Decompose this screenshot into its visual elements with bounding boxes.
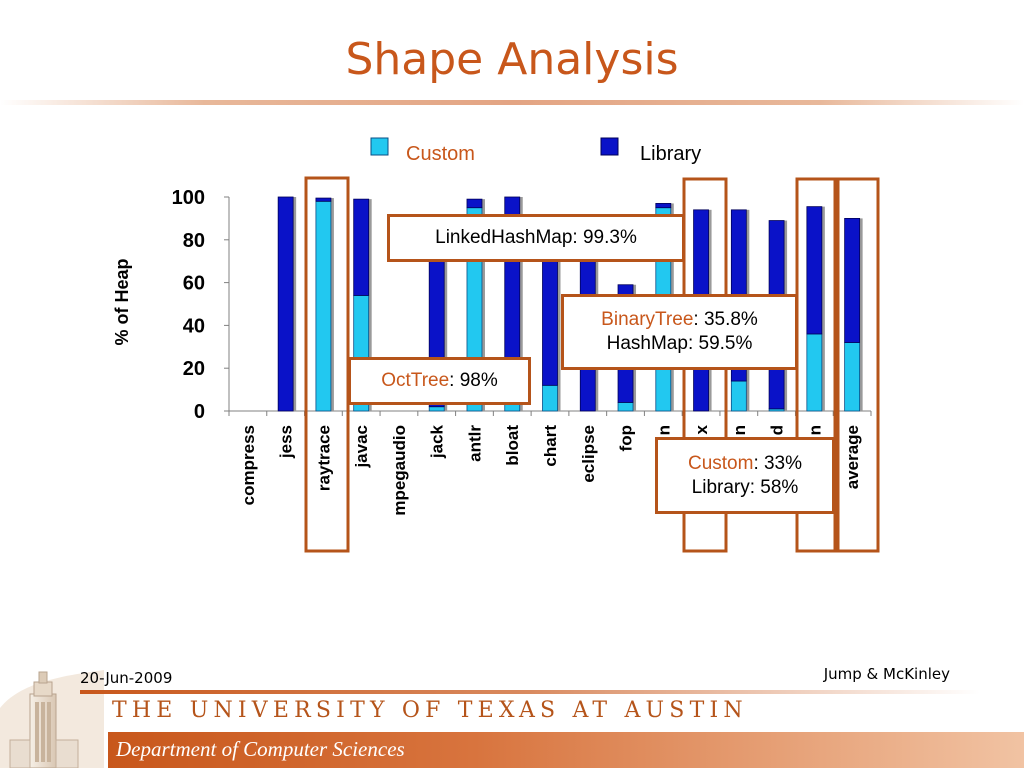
callout-binarytree-highlight: BinaryTree [601,309,694,330]
y-tick-label: 0 [194,401,205,423]
title-divider [0,100,1024,105]
callout-custom-value: : 33% [753,452,803,474]
callout-octtree: OctTree: 98% [348,357,531,405]
legend-label-library: Library [640,143,701,165]
slide-date: 20-Jun-2009 [80,669,173,687]
bar-custom-chart [542,384,558,412]
slide-authors: Jump & McKinley [823,665,950,683]
y-tick-label: 100 [172,187,205,209]
bar-custom-bloat [504,404,521,412]
callout-binarytree: BinaryTree: 35.8% HashMap: 59.5% [561,294,798,370]
callout-custom-average: Custom: 33% Library: 58% [655,437,835,514]
x-tick-label-xalan: n [805,425,824,435]
highlight-average [836,177,880,553]
bar-library-average [844,217,861,343]
x-tick-label-chart: chart [541,425,560,467]
bar-custom-raytrace [315,200,332,412]
legend-swatch-library [600,137,619,156]
footer-divider [80,690,980,694]
y-tick-label: 20 [183,358,205,380]
ut-tower-logo [0,670,104,768]
stacked-bar-chart: 0 20 40 60 80 100 % of Heap compress jess raytrac… [112,137,880,553]
callout-library-value: Library: 58% [691,476,799,498]
x-tick-label-raytrace: raytrace [314,425,333,491]
y-tick-label: 60 [183,273,205,295]
bar-library-hsqldb [655,203,672,209]
legend-swatch-custom [370,137,389,156]
x-tick-label-hsqldb: n [654,425,673,435]
x-tick-label-pmd: d [768,425,787,435]
university-name: THE UNIVERSITY OF TEXAS AT AUSTIN [112,698,748,723]
x-tick-label-compress: compress [239,425,258,505]
x-tick-label-average: average [843,425,862,489]
x-tick-label-mpegaudio: mpegaudio [390,425,409,516]
callout-linkedhashmap-text: LinkedHashMap: 99.3% [435,227,637,248]
bar-custom-xalan [806,333,823,412]
bar-custom-jack [428,406,445,412]
bar-library-javac [353,198,370,296]
callout-custom-highlight: Custom [687,452,754,474]
callout-octtree-value: : 98% [449,370,498,391]
slide-title: Shape Analysis [345,34,679,85]
x-tick-label-bloat: bloat [503,425,522,466]
department-name: Department of Computer Sciences [116,737,405,761]
x-tick-label-jack: jack [428,424,447,459]
bar-library-raytrace [315,197,332,202]
callout-octtree-highlight: OctTree [381,370,450,391]
x-tick-label-luindex: x [692,424,711,434]
bar-library-xalan [806,206,823,335]
x-tick-label-lusearch: n [730,425,749,435]
y-tick-label: 80 [183,230,205,252]
bar-custom-lusearch [730,380,747,412]
legend-label-custom: Custom [406,143,475,165]
department-banner [108,732,1024,768]
x-tick-label-eclipse: eclipse [579,425,598,483]
callout-linkedhashmap: LinkedHashMap: 99.3% [387,214,685,262]
y-axis-label: % of Heap [112,258,132,345]
bar-library-antlr [466,198,483,209]
x-tick-label-javac: javac [352,425,371,469]
callout-binarytree-value: : 35.8% [693,309,758,330]
x-tick-label-fop: fop [617,425,636,451]
bar-custom-average [844,342,861,412]
y-tick-label: 40 [183,315,205,337]
bar-custom-fop [617,402,634,412]
bar-library-jess [277,196,294,412]
x-tick-label-antlr: antlr [465,425,484,462]
x-tick-label-jess: jess [277,425,296,459]
callout-hashmap-value: HashMap: 59.5% [606,333,753,354]
